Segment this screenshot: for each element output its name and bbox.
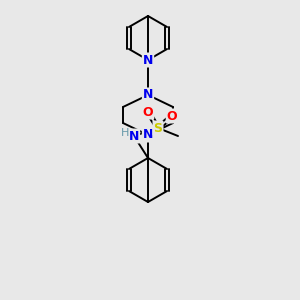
Text: N: N [129, 130, 139, 142]
Text: O: O [143, 106, 153, 118]
Text: N: N [143, 53, 153, 67]
Text: N: N [143, 128, 153, 142]
Text: O: O [167, 110, 177, 122]
Text: N: N [143, 88, 153, 101]
Text: H: H [121, 128, 129, 138]
Text: S: S [154, 122, 163, 134]
